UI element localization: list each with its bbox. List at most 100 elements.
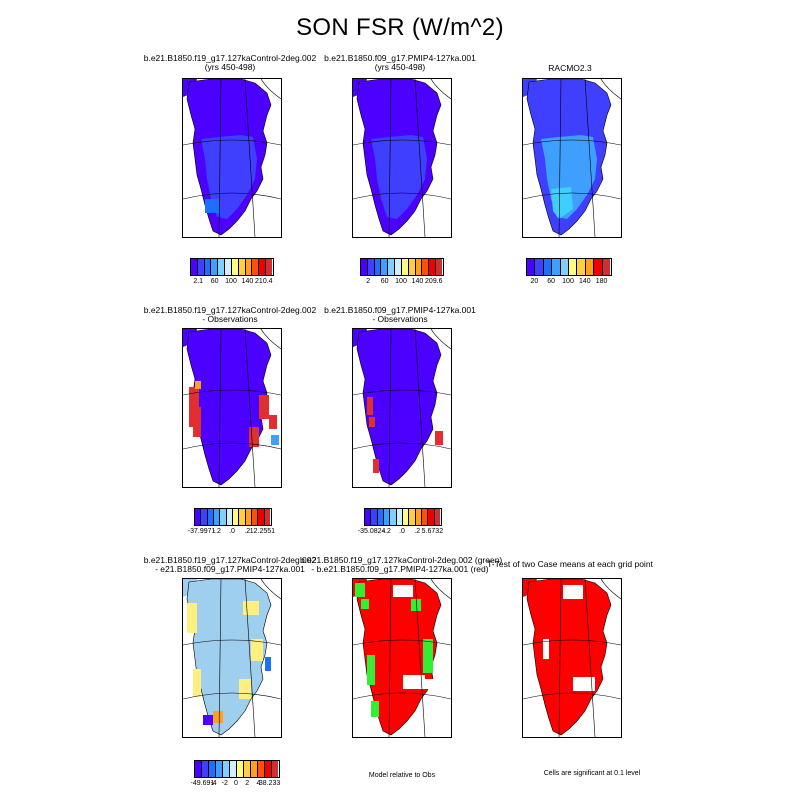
colorbar-swatch [213, 509, 221, 525]
not-significant-cell [573, 677, 595, 691]
colorbar-swatch [421, 509, 429, 525]
longitude-line [260, 79, 281, 100]
colorbar-swatch [371, 509, 378, 525]
latitude-line [353, 139, 451, 146]
colorbar-swatch [265, 761, 272, 777]
colorbar-swatch [266, 259, 272, 275]
colorbar-tick-label: .2 [414, 528, 421, 535]
latitude-line [183, 442, 281, 450]
colorbar-swatch [560, 259, 569, 275]
missing-cell [423, 679, 435, 689]
panel-title-line: (yrs 450-498) [374, 62, 426, 72]
greenland-map [523, 579, 621, 737]
colorbar-tick-label: 140 [411, 278, 424, 285]
latitude-line [523, 139, 621, 146]
map-group [183, 579, 272, 736]
panel-title-line: T-Test of two Case means at each grid po… [487, 559, 653, 569]
positive-difference-cell [213, 711, 223, 723]
longitude-line [584, 579, 596, 737]
colorbar-tick-label: .2 [244, 528, 251, 535]
colorbar-swatch [552, 259, 561, 275]
map-panel-relative-to-obs [352, 578, 452, 738]
longitude-line [558, 579, 562, 737]
small-difference-cell [251, 639, 263, 661]
colorbar-swatch [230, 761, 237, 777]
colorbar-swatch [258, 761, 265, 777]
colorbar-swatch [535, 259, 544, 275]
colorbar-labels-cb7: -49.691 -4 -2 0 2 4 38.233 [191, 780, 281, 790]
colorbar-swatch [395, 259, 402, 275]
colorbar-tick-label: 100 [395, 278, 407, 285]
latitude-line [523, 692, 621, 700]
longitude-line [218, 579, 222, 737]
positive-anomaly-cell [259, 395, 269, 419]
small-difference-cell [239, 679, 251, 699]
small-difference-cell [243, 601, 259, 615]
colorbar-tick-label: 60 [380, 278, 389, 285]
panel-title-p3: RACMO2.3 [470, 64, 670, 73]
interior-region [371, 635, 427, 719]
panel-title-line: b.e21.B1850.f09_g17.PMIP4-127ka.001 [324, 305, 476, 315]
colorbar-swatch [577, 259, 586, 275]
latitude-line [353, 639, 451, 646]
latitude-line [353, 389, 451, 396]
map-group [353, 579, 442, 736]
colorbar-tick-label: 100 [562, 278, 574, 285]
longitude-line [430, 579, 451, 600]
colorbar-tick-label: 140 [578, 278, 591, 285]
panel-title-line: - b.e21.B1850.f09_g17.PMIP4-127ka.001 (r… [311, 564, 489, 574]
colorbar-tick-label: 20 [530, 278, 539, 285]
colorbar-swatch [216, 761, 223, 777]
not-significant-cell [543, 639, 549, 659]
colorbar-cb4 [194, 508, 272, 526]
colorbar-swatch [409, 509, 416, 525]
colorbar-swatch [211, 259, 219, 275]
colorbar-tick-label: 2 [366, 278, 371, 285]
interior-region [541, 635, 597, 719]
latitude-line [183, 639, 281, 646]
panel-title-p9: T-Test of two Case means at each grid po… [470, 560, 670, 569]
longitude-line [600, 79, 621, 100]
greenland-map [183, 579, 281, 737]
colorbar-swatch [401, 259, 409, 275]
positive-anomaly-cell [193, 407, 201, 437]
panel-title-p1: b.e21.B1850.f19_g17.127kaControl-2deg.00… [130, 54, 330, 72]
missing-cell [403, 675, 425, 689]
colorbar-tick-label: 180 [595, 278, 608, 285]
colorbar-labels-cb3: 20 60 100 140 180 [526, 278, 610, 288]
colorbar-swatch [602, 259, 610, 275]
colorbar-swatch [361, 259, 368, 275]
colorbar-swatch [374, 259, 382, 275]
interior-region [201, 385, 257, 469]
colorbar-swatch [367, 259, 375, 275]
colorbar-swatch [251, 761, 258, 777]
colorbar-swatch [365, 509, 372, 525]
colorbar-swatch [204, 259, 212, 275]
colorbar-cb1 [190, 258, 274, 276]
greenland-map [353, 329, 451, 487]
panel-title-p4: b.e21.B1850.f19_g17.127kaControl-2deg.00… [130, 306, 330, 324]
colorbar-swatch [527, 259, 536, 275]
longitude-line [430, 329, 451, 350]
colorbar-swatch [258, 509, 265, 525]
colorbar-swatch [244, 761, 251, 777]
colorbar-cb7 [194, 760, 280, 778]
longitude-line [388, 329, 392, 487]
colorbar-tick-label: -37.9971 [187, 528, 216, 535]
colorbar-swatch [209, 761, 216, 777]
colorbar-swatch [220, 509, 227, 525]
figure-title: SON FSR (W/m^2) [296, 14, 504, 41]
colorbar-swatch [218, 259, 226, 275]
colorbar-tick-label: .0 [229, 528, 235, 535]
colorbar-tick-label: 5.6732 [421, 528, 444, 535]
positive-anomaly-cell [373, 459, 379, 473]
greenland-map [183, 79, 281, 237]
map-panel-racmo [522, 78, 622, 238]
panel-title-line: b.e21.B1850.f19_g17.127kaControl-2deg.00… [143, 53, 317, 63]
colorbar-swatch [245, 509, 252, 525]
colorbar-swatch [207, 509, 214, 525]
panel-title-p2: b.e21.B1850.f09_g17.PMIP4-127ka.001 (yrs… [300, 54, 500, 72]
colorbar-swatch [415, 259, 423, 275]
map-group [523, 579, 612, 736]
colorbar-swatch [225, 259, 232, 275]
